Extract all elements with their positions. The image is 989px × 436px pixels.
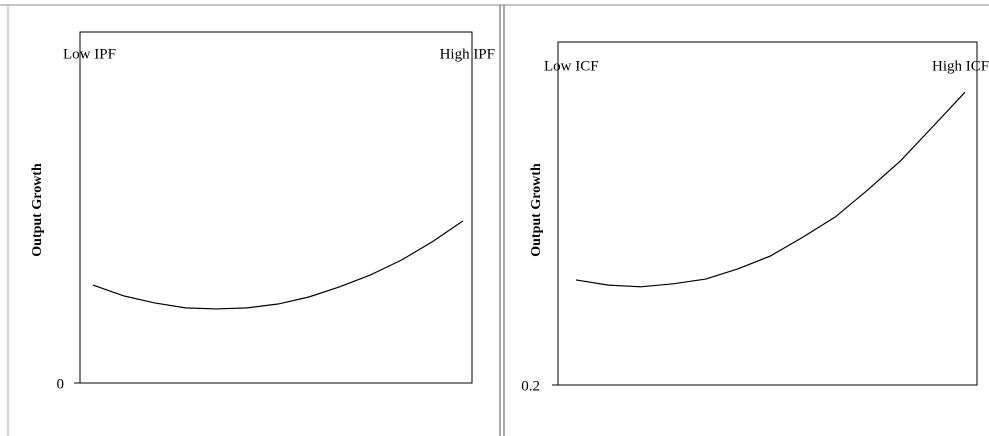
y-tick-label: 0 [57,376,65,392]
y-tick-label: 0.2 [521,378,540,394]
y-axis-label: Output Growth [30,163,45,257]
annotation: Low ICF [544,58,599,74]
data-line [92,220,464,310]
chart-panel: 0 Output Growth Low IPF High IPF [30,31,495,392]
data-line [575,91,966,288]
plot-area [557,41,978,386]
annotation: High IPF [440,46,495,62]
annotation: Low IPF [63,46,116,62]
plot-area [79,31,473,384]
chart-panel: 0.2 Output Growth Low ICF High ICF [521,41,989,394]
y-axis-label: Output Growth [529,163,544,257]
annotation: High ICF [932,58,989,74]
